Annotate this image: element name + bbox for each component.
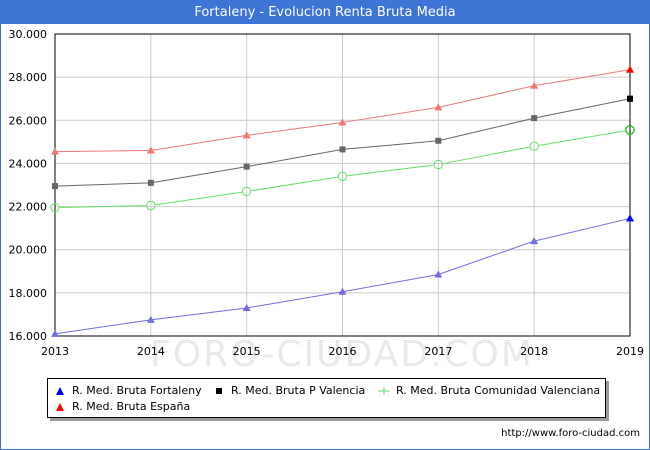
series-line-segment (246, 148, 343, 168)
x-tick-label: 2018 (520, 345, 548, 358)
legend-triangle (56, 386, 64, 395)
data-point (52, 183, 58, 190)
series-line-segment (438, 85, 535, 108)
data-point (529, 141, 539, 151)
x-tick-label: 2013 (41, 345, 69, 358)
legend-marker-2 (378, 386, 390, 396)
series-line-segment (438, 240, 535, 275)
legend-square (216, 387, 222, 394)
legend-marker-3 (54, 402, 66, 412)
x-tick-label: 2015 (233, 345, 261, 358)
series-line-segment (59, 205, 146, 209)
y-tick-label: 20.000 (9, 244, 48, 257)
footer-url: http://www.foro-ciudad.com (501, 428, 640, 439)
legend-marker-0 (54, 386, 66, 396)
series-line-segment (534, 69, 631, 87)
series-line-segment (246, 291, 343, 309)
data-point (434, 270, 443, 278)
series-1 (52, 95, 633, 190)
legend-marker-icon (56, 402, 64, 411)
series-line-segment (443, 146, 530, 165)
data-point (531, 115, 538, 122)
data-point (146, 315, 155, 323)
watermark: FORO-CIUDAD.COM (150, 334, 534, 375)
series-line-segment (54, 182, 151, 187)
legend-item-2: R. Med. Bruta Comunidad Valenciana (378, 384, 600, 397)
data-point (530, 81, 539, 89)
series-line-segment (54, 319, 151, 335)
series-line-segment (150, 166, 247, 184)
data-point (51, 329, 59, 337)
legend-item-1: R. Med. Bruta P Valencia (213, 384, 365, 397)
series-line-segment (54, 149, 151, 153)
data-point-last (625, 125, 635, 135)
data-point-last (627, 95, 633, 102)
series-3 (51, 65, 634, 155)
legend-item-3: R. Med. Bruta España (54, 400, 190, 413)
data-point (241, 186, 252, 197)
x-tick-label: 2016 (329, 345, 357, 358)
data-point (51, 147, 59, 155)
series-line-segment (150, 134, 247, 151)
data-point (433, 159, 444, 170)
data-point-last (626, 65, 634, 73)
data-point (146, 200, 156, 211)
data-point (338, 287, 347, 295)
series-line-segment (246, 121, 343, 136)
data-point (243, 163, 250, 170)
legend-label-1: R. Med. Bruta P Valencia (231, 384, 366, 397)
y-tick-label: 24.000 (9, 157, 48, 170)
series-2 (50, 125, 635, 213)
series-line-segment (342, 140, 439, 150)
y-tick-label: 28.000 (9, 71, 48, 84)
data-point-last (626, 214, 634, 222)
legend-item-0: R. Med. Bruta Fortaleny (54, 384, 202, 397)
x-tick-label: 2014 (137, 345, 165, 358)
series-0 (51, 214, 634, 337)
x-tick-label: 2017 (424, 345, 452, 358)
series-line-segment (342, 106, 439, 123)
chart-legend: R. Med. Bruta Fortaleny R. Med. Bruta P … (47, 378, 606, 418)
data-point (435, 137, 442, 144)
legend-marker-icon (56, 386, 64, 395)
series-line-segment (534, 98, 631, 119)
data-point (434, 103, 443, 111)
legend-marker-1 (213, 386, 225, 396)
series-line-segment (150, 307, 247, 321)
legend-label-3: R. Med. Bruta España (72, 400, 191, 413)
series-line-segment (534, 217, 631, 242)
series-line-segment (539, 130, 626, 146)
data-point (338, 118, 347, 126)
data-point (242, 303, 251, 311)
chart-title: Fortaleny - Evolucion Renta Bruta Media (0, 0, 650, 24)
legend-triangle (56, 402, 64, 411)
legend-label-2: R. Med. Bruta Comunidad Valenciana (396, 384, 601, 397)
series-line-segment (347, 164, 434, 177)
legend-marker-icon (378, 386, 390, 395)
series-line-segment (438, 117, 535, 142)
series-line-segment (342, 274, 439, 293)
series-line-segment (155, 191, 242, 206)
data-point (147, 179, 154, 186)
data-point (530, 237, 539, 245)
legend-marker-icon (216, 387, 222, 394)
data-point (242, 131, 251, 139)
y-tick-label: 22.000 (9, 201, 48, 214)
y-tick-label: 30.000 (9, 28, 48, 41)
y-tick-label: 26.000 (9, 114, 48, 127)
data-point (337, 171, 348, 182)
x-tick-label: 2019 (616, 345, 644, 358)
data-point (146, 146, 155, 154)
legend-label-0: R. Med. Bruta Fortaleny (72, 384, 202, 397)
data-point (50, 202, 60, 213)
series-line-segment (251, 176, 338, 192)
data-point (339, 146, 346, 153)
y-tick-label: 18.000 (9, 287, 48, 300)
y-tick-label: 16.000 (9, 330, 48, 343)
